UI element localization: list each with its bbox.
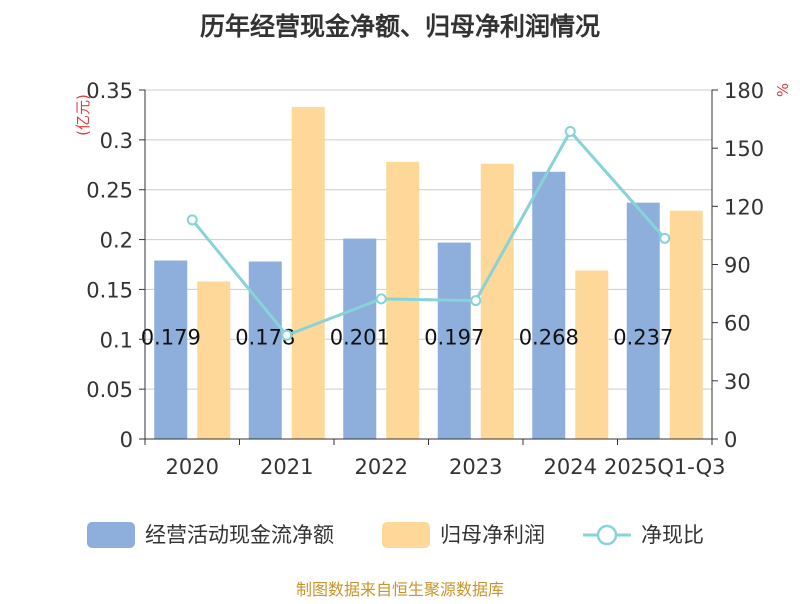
legend-label-netprofit: 归母净利润 (440, 523, 545, 547)
bar-netprofit (575, 270, 609, 439)
legend-swatch-cashflow (87, 522, 135, 548)
left-tick-label: 0.1 (100, 328, 133, 352)
bar-cashflow (437, 242, 471, 439)
bar-value-label: 0.197 (424, 325, 484, 349)
bar-netprofit (669, 210, 703, 439)
left-tick-label: 0.15 (86, 278, 133, 302)
bar-cashflow (248, 261, 282, 439)
right-tick-label: 60 (724, 312, 751, 336)
x-tick-label: 2023 (449, 455, 502, 479)
x-tick-label: 2021 (260, 455, 313, 479)
bar-netprofit (291, 106, 325, 440)
gridlines (145, 89, 712, 440)
left-tick-label: 0.05 (86, 378, 133, 402)
right-tick-label: 90 (724, 254, 751, 278)
bar-value-label: 0.179 (141, 325, 201, 349)
ratio-point (564, 125, 576, 137)
left-axis-unit: (亿元) (74, 94, 92, 136)
line-series (186, 125, 671, 341)
bar-cashflow (343, 238, 377, 439)
data-source: 制图数据来自恒生聚源数据库 (296, 580, 504, 599)
legend: 经营活动现金流净额 归母净利润 净现比 (87, 522, 704, 548)
x-tick-label: 2025Q1-Q3 (604, 455, 726, 479)
right-axis-unit: % (774, 83, 792, 97)
chart-title: 历年经营现金净额、归母净利润情况 (200, 12, 600, 41)
bar-netprofit (197, 281, 231, 439)
x-tick-label: 2024 (544, 455, 597, 479)
left-tick-label: 0.3 (100, 129, 133, 153)
bar-value-label: 0.237 (613, 325, 673, 349)
bar-cashflow (626, 202, 660, 439)
left-tick-label: 0.25 (86, 179, 133, 203)
right-tick-label: 120 (724, 195, 764, 219)
axes: 0 0.05 0.1 0.15 0.2 0.25 0.3 0.35 0 30 60 90 120 150 1… (86, 79, 764, 479)
x-tick-label: 2022 (355, 455, 408, 479)
left-tick-label: 0 (120, 428, 133, 452)
legend-label-ratio: 净现比 (641, 523, 704, 547)
right-tick-label: 30 (724, 370, 751, 394)
legend-label-cashflow: 经营活动现金流净额 (145, 523, 334, 547)
ratio-point (281, 329, 293, 341)
ratio-point (375, 293, 387, 305)
ratio-line (191, 128, 666, 338)
bar-cashflow (532, 171, 566, 439)
x-tick-label: 2020 (166, 455, 219, 479)
ratio-point (470, 295, 482, 307)
bar-value-label: 0.201 (330, 325, 390, 349)
ratio-point (659, 232, 671, 244)
ratio-point (186, 214, 198, 226)
right-tick-label: 150 (724, 137, 764, 161)
right-tick-label: 0 (724, 428, 737, 452)
right-tick-label: 180 (724, 79, 764, 103)
legend-swatch-netprofit (382, 522, 430, 548)
bar-cashflow (154, 260, 188, 439)
left-tick-label: 0.35 (86, 79, 133, 103)
legend-marker-ratio (596, 524, 618, 546)
left-tick-label: 0.2 (100, 229, 133, 253)
bar-value-label: 0.268 (519, 325, 579, 349)
bar-netprofit (480, 163, 514, 439)
